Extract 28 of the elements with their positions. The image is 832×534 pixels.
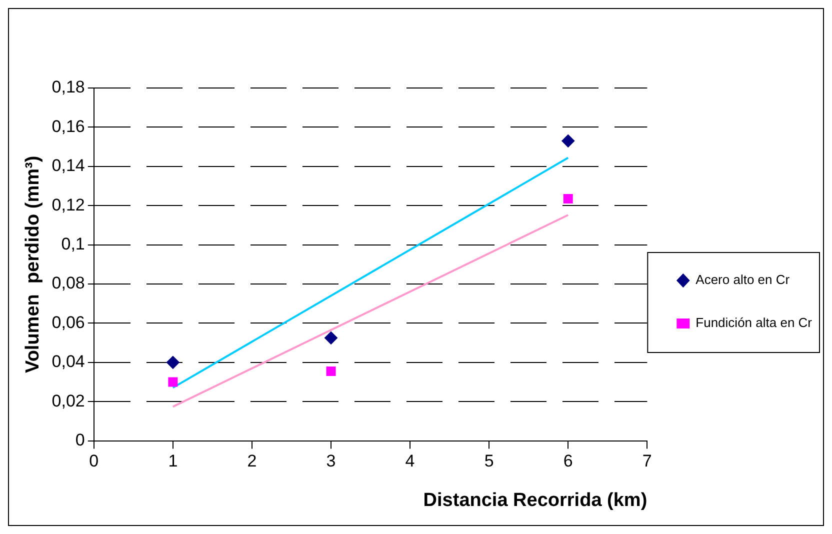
point <box>168 377 178 387</box>
x-tick-label: 4 <box>405 452 415 471</box>
y-tick-label: 0,1 <box>61 234 85 254</box>
y-axis-title: Volumen perdido (mm³) <box>22 156 44 373</box>
y-tick-label: 0,08 <box>52 274 85 293</box>
point <box>324 331 338 344</box>
y-tick-label: 0,16 <box>52 116 85 136</box>
y-tick-label: 0 <box>75 430 85 450</box>
x-tick-label: 1 <box>168 452 178 471</box>
y-tick-label: 0,14 <box>52 156 85 176</box>
y-tick-label: 0,18 <box>52 78 85 97</box>
x-axis-title: Distancia Recorrida (km) <box>423 490 648 511</box>
y-tick-label: 0,06 <box>52 312 85 332</box>
x-tick-label: 5 <box>484 452 494 471</box>
y-tick-label: 0,02 <box>52 391 85 410</box>
legend-label: Acero alto en Cr <box>696 272 790 288</box>
x-tick-label: 3 <box>326 452 336 471</box>
x-tick-label: 7 <box>642 452 652 471</box>
legend-label: Fundición alta en Cr <box>696 315 813 330</box>
y-tick-label: 0,12 <box>52 195 85 214</box>
point <box>326 366 336 376</box>
point <box>563 194 573 204</box>
y-tick-label: 0,04 <box>52 352 85 372</box>
point <box>562 134 575 148</box>
x-tick-label: 0 <box>89 452 99 471</box>
point <box>166 356 180 369</box>
x-tick-label: 2 <box>247 452 257 471</box>
x-tick-label: 6 <box>563 452 573 471</box>
